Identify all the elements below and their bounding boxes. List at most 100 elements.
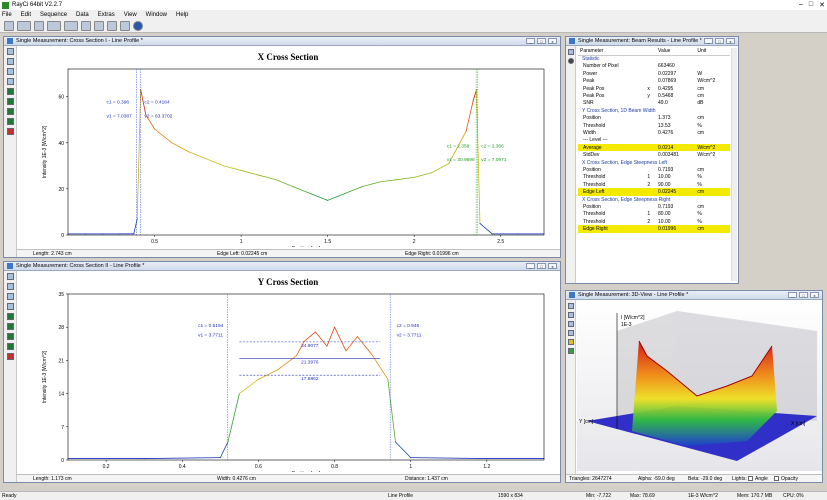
max-status: Max: 78.69: [630, 493, 655, 499]
edge-icon[interactable]: [7, 118, 14, 125]
save-icon[interactable]: [568, 49, 574, 55]
move-icon[interactable]: [7, 303, 14, 310]
angle-checkbox[interactable]: [748, 476, 753, 481]
minimize-icon[interactable]: _: [526, 263, 535, 269]
menu-help[interactable]: Help: [176, 11, 189, 18]
marker-icon[interactable]: [7, 333, 14, 340]
eye-icon[interactable]: [568, 58, 574, 64]
sub-cell: [645, 151, 656, 158]
cursor-icon[interactable]: [7, 323, 14, 330]
results-highlight-row: Edge Right 0.01996 cm: [578, 225, 730, 233]
data-point: [344, 193, 346, 194]
series-line-segment: [136, 89, 142, 219]
app-title: RayCi 64bit V2.2.7: [12, 2, 63, 8]
data-point: [145, 114, 147, 116]
results-scrollbar[interactable]: [731, 48, 737, 281]
save-icon[interactable]: [568, 303, 574, 309]
close-icon[interactable]: ✕: [819, 2, 825, 9]
zoom-icon[interactable]: [7, 313, 14, 320]
camera-icon[interactable]: [568, 330, 574, 336]
cpu-status: CPU: 0%: [783, 493, 804, 499]
col-value[interactable]: Value: [658, 48, 671, 55]
close-icon[interactable]: x: [810, 292, 819, 298]
restore-icon[interactable]: □: [799, 292, 808, 298]
tools-icon[interactable]: [7, 353, 14, 360]
menu-data[interactable]: Data: [76, 11, 89, 18]
opacity-checkbox[interactable]: [774, 476, 779, 481]
section-label[interactable]: Y Cross Section, 1D Beam Width: [582, 107, 656, 114]
menu-extras[interactable]: Extras: [97, 11, 115, 18]
minimize-icon[interactable]: _: [704, 38, 713, 44]
maximize-icon[interactable]: □: [808, 1, 814, 8]
value-cell: 0.4295: [658, 85, 674, 92]
settings-icon[interactable]: [94, 20, 104, 31]
grid-icon[interactable]: [568, 348, 574, 354]
restore-icon[interactable]: □: [537, 263, 546, 269]
series-line-segment: [479, 223, 493, 235]
param-cell: StdDev: [583, 152, 600, 159]
minimize-icon[interactable]: _: [526, 38, 535, 44]
report-icon[interactable]: [107, 20, 117, 31]
menu-window[interactable]: Window: [145, 11, 167, 18]
minimize-icon[interactable]: –: [798, 1, 803, 8]
menu-file[interactable]: File: [2, 11, 12, 18]
col-parameter[interactable]: Parameter: [580, 48, 604, 55]
help-icon[interactable]: [133, 20, 143, 31]
copy-icon[interactable]: [7, 58, 14, 65]
menu-edit[interactable]: Edit: [20, 11, 32, 18]
minimize-icon[interactable]: _: [788, 292, 797, 298]
marker-icon[interactable]: [7, 108, 14, 115]
copy-icon[interactable]: [7, 283, 14, 290]
redo-icon[interactable]: [64, 20, 78, 31]
data-point: [67, 458, 69, 460]
y-cross-section-plot[interactable]: 0 7 14 21 28 35 0.2 0.4 0.6 0.8 1 1.2 Position [cm] I…: [18, 272, 558, 472]
zoom-icon[interactable]: [7, 88, 14, 95]
layout-icon[interactable]: [120, 20, 130, 31]
close-icon[interactable]: x: [548, 263, 557, 269]
open-folder-icon[interactable]: [17, 20, 31, 31]
value-cell: 80.00: [658, 211, 671, 218]
close-icon[interactable]: x: [548, 38, 557, 44]
edge-icon[interactable]: [7, 343, 14, 350]
print-icon[interactable]: [81, 20, 91, 31]
data-point: [448, 163, 450, 165]
menu-sequence[interactable]: Sequence: [40, 11, 68, 18]
sub-cell: [645, 122, 656, 129]
close-icon[interactable]: x: [726, 38, 735, 44]
series-line-segment: [239, 379, 259, 394]
camera-icon[interactable]: [4, 20, 14, 31]
3d-surface-view[interactable]: I [W/cm^2] 1E-3 Y [cm] X [cm]: [577, 301, 823, 471]
section-label[interactable]: Statistic: [582, 56, 600, 63]
x-cross-section-plot[interactable]: 0 20 40 60 0.5 1 1.5 2 2.5 Position [cm] Intensity…: [18, 47, 558, 247]
sub-cell: [645, 129, 656, 136]
opacity-label: Opacity: [781, 475, 798, 482]
x-tick-label: 0.5: [151, 239, 158, 245]
menu-view[interactable]: View: [123, 11, 137, 18]
unit-status: 1E-3 W/cm^2: [688, 493, 718, 499]
section-label[interactable]: X Cross Section, Edge Steepness Left: [582, 159, 668, 166]
undo-icon[interactable]: [47, 20, 61, 31]
restore-icon[interactable]: □: [715, 38, 724, 44]
panel-results-header: Single Measurement: Beam Results - Line …: [566, 37, 738, 46]
series-line-segment: [303, 331, 316, 342]
cursor-c2-label: c2 = 2.366: [481, 143, 504, 149]
palette-icon[interactable]: [568, 339, 574, 345]
save-icon[interactable]: [7, 48, 14, 55]
sub-cell: 1: [647, 211, 651, 218]
copy-icon[interactable]: [568, 312, 574, 318]
col-unit[interactable]: Unit: [697, 48, 707, 55]
layers-icon[interactable]: [7, 293, 14, 300]
rotate-icon[interactable]: [568, 321, 574, 327]
save-icon[interactable]: [7, 273, 14, 280]
layers-icon[interactable]: [7, 68, 14, 75]
restore-icon[interactable]: □: [537, 38, 546, 44]
results-row: Threshold 2 90.00%: [578, 181, 730, 188]
plot-frame: [67, 68, 545, 236]
save-icon[interactable]: [34, 20, 44, 31]
section-label[interactable]: X Cross Section, Edge Steepness Right: [582, 196, 671, 203]
move-icon[interactable]: [7, 78, 14, 85]
cursor-icon[interactable]: [7, 98, 14, 105]
x-tick-label: 0.6: [255, 464, 262, 470]
sub-cell: [645, 137, 656, 144]
tools-icon[interactable]: [7, 128, 14, 135]
